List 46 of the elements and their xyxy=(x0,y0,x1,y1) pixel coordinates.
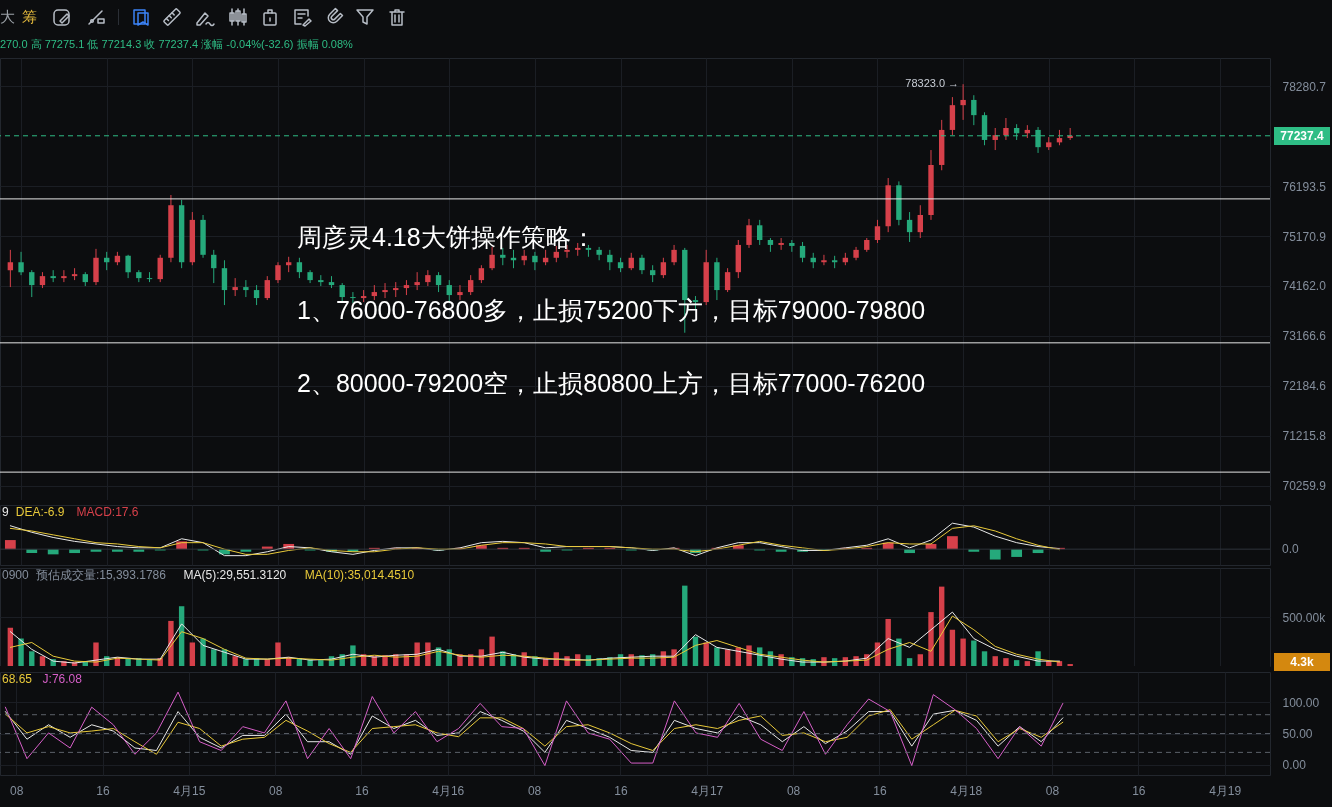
annotation: 2、80000-79200空，止损80800上方，目标77000-76200 xyxy=(297,369,926,397)
annotation: 1、76000-76800多，止损75200下方，目标79000-79800 xyxy=(297,296,926,324)
annotation: 0900 xyxy=(2,568,30,582)
x-tick-label: 16 xyxy=(873,783,887,798)
x-tick-label: 08 xyxy=(268,783,283,798)
y-tick-label: 75170.9 xyxy=(1282,229,1327,244)
y-tick-label: 74162.0 xyxy=(1282,279,1327,294)
y-tick-label: 71215.8 xyxy=(1282,429,1327,444)
y-tick-label: 500.00k xyxy=(1282,610,1327,625)
x-tick-label: 16 xyxy=(1132,783,1146,798)
y-tick-label: 70259.9 xyxy=(1282,479,1327,494)
y-tick-label: 0.00 xyxy=(1282,758,1307,773)
x-tick-label: 08 xyxy=(1045,783,1060,798)
text: 大 xyxy=(0,7,15,27)
x-tick-label: 16 xyxy=(614,783,628,798)
x-tick-label: 4月15 xyxy=(173,783,206,798)
axis-tag: 77237.4 xyxy=(1274,126,1330,145)
chart-subtitle: 270.0 高 77275.1 低 77214.3 收 77237.4 涨幅 -0.04%(-32.6) 振幅 0.08% xyxy=(0,38,354,50)
x-tick-label: 08 xyxy=(527,783,542,798)
text: 筹 xyxy=(22,7,37,27)
text: 68.65 xyxy=(2,672,33,686)
y-tick-label: 100.00 xyxy=(1282,695,1320,710)
annotation: 78323.0 → xyxy=(905,77,960,90)
text: MACD:17.6 xyxy=(76,505,139,519)
y-tick-label: 76193.5 xyxy=(1282,179,1327,194)
annotation: 周彦灵4.18大饼操作策略： xyxy=(297,223,596,251)
x-tick-label: 4月19 xyxy=(1209,783,1242,798)
x-tick-label: 4月18 xyxy=(950,783,983,798)
x-tick-label: 16 xyxy=(355,783,369,798)
y-tick-label: 73166.6 xyxy=(1282,329,1327,344)
y-tick-label: 78280.7 xyxy=(1282,79,1327,94)
x-tick-label: 08 xyxy=(786,783,801,798)
text: MA(5):29,551.3120 xyxy=(183,568,287,582)
axis-tag: 4.3k xyxy=(1274,653,1330,671)
annotation: 预估成交量:15,393.1786 xyxy=(35,568,167,582)
series-label: DEA:-6.9 xyxy=(15,505,65,519)
y-tick-label: 50.00 xyxy=(1282,727,1313,742)
text: MA(10):35,014.4510 xyxy=(304,568,415,582)
y-tick-label: 72184.6 xyxy=(1282,379,1327,394)
x-tick-label: 08 xyxy=(10,783,24,798)
series-label: J:76.08 xyxy=(42,672,83,686)
x-tick-label: 16 xyxy=(96,783,110,798)
x-tick-label: 4月16 xyxy=(432,783,465,798)
x-tick-label: 4月17 xyxy=(691,783,724,798)
series-label: 9 xyxy=(2,505,9,519)
text: 0.0 xyxy=(1282,542,1300,557)
